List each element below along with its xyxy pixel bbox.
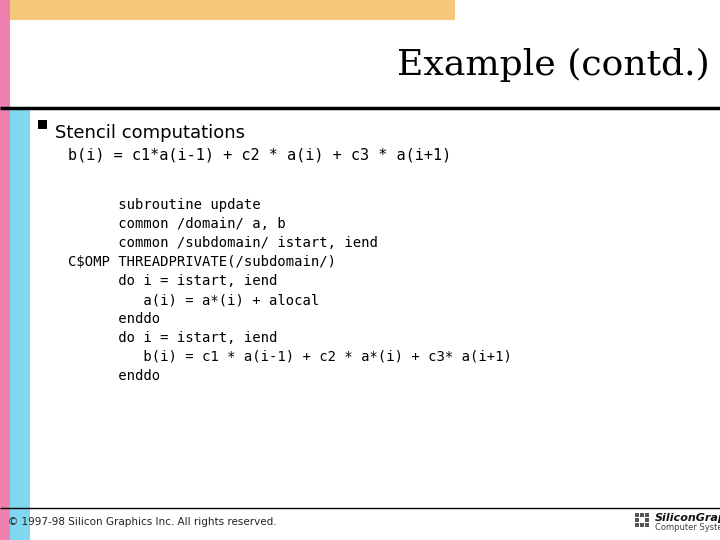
Bar [635,518,639,522]
Text: Computer Systems: Computer Systems [655,523,720,532]
Text: a(i) = a*(i) + alocal: a(i) = a*(i) + alocal [68,293,319,307]
Bar [0,0,10,540]
Text: Stencil computations: Stencil computations [55,124,245,142]
Text: b(i) = c1*a(i-1) + c2 * a(i) + c3 * a(i+1): b(i) = c1*a(i-1) + c2 * a(i) + c3 * a(i+… [68,148,451,163]
Bar [640,523,644,527]
Bar [635,523,639,527]
Text: SiliconGraphics: SiliconGraphics [655,513,720,523]
Bar [645,518,649,522]
Bar [0,0,455,20]
Text: enddo: enddo [68,312,160,326]
Bar [640,513,644,517]
Text: do i = istart, iend: do i = istart, iend [68,331,277,345]
Text: do i = istart, iend: do i = istart, iend [68,274,277,288]
Text: C$OMP THREADPRIVATE(/subdomain/): C$OMP THREADPRIVATE(/subdomain/) [68,255,336,269]
Bar [645,523,649,527]
Text: common /subdomain/ istart, iend: common /subdomain/ istart, iend [68,236,378,250]
Text: Example (contd.): Example (contd.) [397,48,710,82]
Bar [10,110,30,540]
Bar [645,513,649,517]
Text: subroutine update: subroutine update [68,198,261,212]
Text: b(i) = c1 * a(i-1) + c2 * a*(i) + c3* a(i+1): b(i) = c1 * a(i-1) + c2 * a*(i) + c3* a(… [68,350,512,364]
Text: enddo: enddo [68,369,160,383]
Text: common /domain/ a, b: common /domain/ a, b [68,217,286,231]
Bar [38,120,47,129]
Text: © 1997-98 Silicon Graphics Inc. All rights reserved.: © 1997-98 Silicon Graphics Inc. All righ… [8,517,276,527]
Bar [635,513,639,517]
